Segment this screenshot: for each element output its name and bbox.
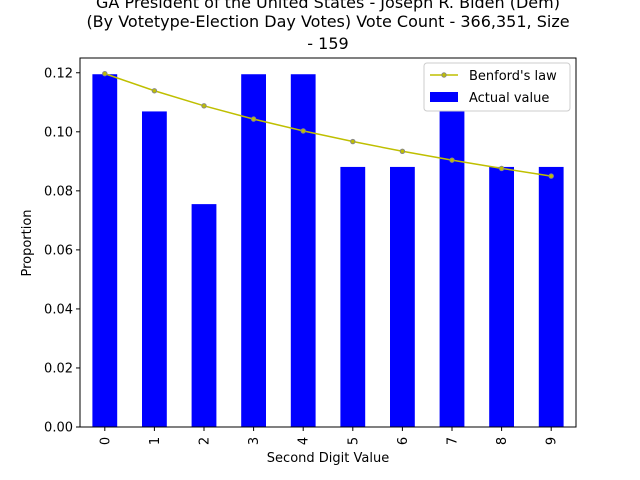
bar-3 (241, 74, 266, 428)
chart-title: GA President of the United States - Jose… (86, 0, 569, 53)
bar-7 (439, 111, 465, 427)
bar-5 (340, 166, 366, 427)
line-series (102, 70, 554, 179)
x-tick-label: 5 (346, 437, 361, 445)
bar-0 (92, 74, 118, 428)
chart-legend: Benford's law Actual value (423, 62, 571, 112)
chart-title-line-2: (By Votetype-Election Day Votes) Vote Co… (86, 12, 569, 31)
bar-9 (538, 166, 564, 427)
y-tick-label: 0.00 (44, 421, 73, 436)
x-axis: 0 1 2 3 4 5 6 7 8 9 (98, 427, 560, 445)
y-tick-label: 0.04 (44, 302, 73, 317)
x-tick-label: 2 (198, 437, 213, 445)
benford-point-0 (102, 70, 108, 77)
legend-frame (423, 62, 571, 112)
y-axis: 0.00 0.02 0.04 0.06 0.08 0.10 0.12 (44, 66, 80, 436)
legend-label-actual: Actual value (469, 91, 549, 106)
y-tick-label: 0.02 (44, 361, 73, 376)
benford-point-7 (449, 157, 455, 163)
plot-frame (79, 57, 577, 428)
x-tick-label: 8 (495, 437, 510, 445)
x-tick-label: 0 (98, 437, 113, 445)
bar-6 (390, 166, 415, 427)
chart-title-line-1: GA President of the United States - Jose… (96, 0, 560, 12)
y-tick-label: 0.10 (44, 125, 73, 140)
benford-line (104, 72, 552, 177)
legend-label-benford: Benford's law (469, 69, 557, 84)
y-axis-label: Proportion (20, 209, 35, 276)
legend-bar-swatch (430, 92, 458, 102)
benford-point-3 (250, 116, 257, 122)
x-tick-label: 3 (247, 437, 262, 445)
bar-1 (142, 111, 167, 427)
x-tick-label: 1 (148, 437, 163, 445)
x-tick-label: 7 (446, 437, 461, 445)
x-tick-label: 4 (297, 437, 312, 445)
benford-point-8 (498, 165, 505, 172)
x-tick-label: 9 (545, 437, 560, 445)
benford-point-9 (548, 173, 554, 179)
y-tick-label: 0.06 (44, 243, 73, 258)
benford-point-1 (151, 88, 158, 94)
y-tick-label: 0.08 (44, 184, 73, 199)
benford-point-2 (201, 103, 207, 109)
benford-point-4 (300, 128, 306, 134)
bar-8 (489, 166, 514, 427)
x-axis-label: Second Digit Value (267, 451, 389, 466)
bar-2 (191, 204, 217, 427)
bar-4 (290, 74, 316, 428)
benford-point-6 (399, 148, 406, 154)
y-tick-label: 0.12 (44, 66, 73, 81)
x-tick-label: 6 (396, 437, 411, 445)
legend-line-marker (441, 72, 447, 78)
benford-point-5 (350, 138, 356, 145)
bar-series (92, 74, 564, 428)
chart-title-line-3: - 159 (307, 34, 348, 53)
